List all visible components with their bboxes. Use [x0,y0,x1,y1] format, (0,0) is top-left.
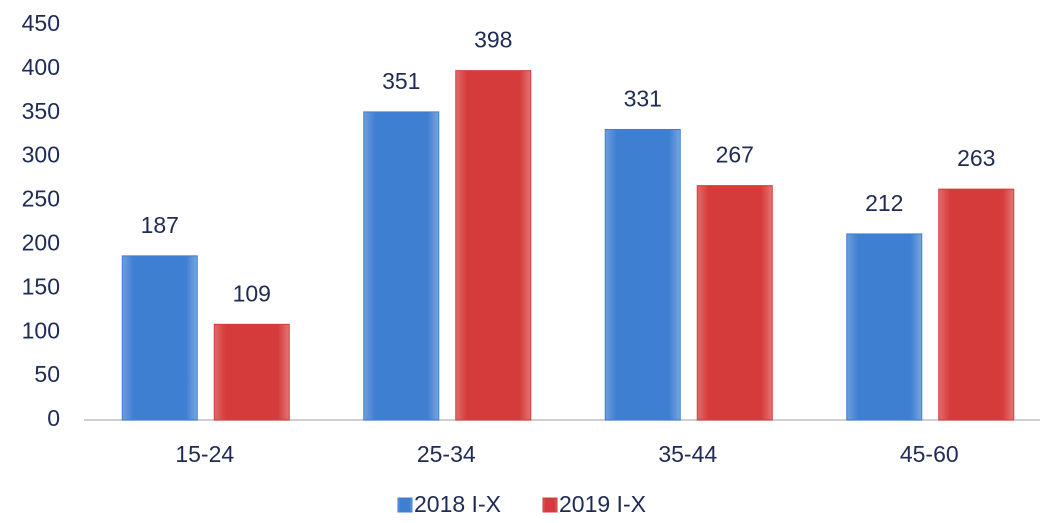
y-tick-label: 200 [22,230,60,256]
value-label: 351 [382,68,420,94]
x-tick-label: 45-60 [900,441,959,467]
y-tick-label: 400 [22,54,60,80]
bar [213,323,290,421]
value-label: 212 [865,190,903,216]
x-tick-label: 35-44 [658,441,717,467]
bar [938,188,1015,421]
value-label: 398 [474,27,512,53]
x-tick-label: 15-24 [175,441,234,467]
bar [455,70,532,421]
y-tick-label: 100 [22,317,60,343]
y-tick-label: 0 [47,405,60,431]
bar [696,185,773,421]
value-label: 187 [141,212,179,238]
bar [121,255,198,421]
y-tick-label: 300 [22,142,60,168]
y-tick-label: 350 [22,98,60,124]
value-label: 263 [957,145,995,171]
legend-label: 2019 I-X [559,491,646,517]
bar [846,233,923,421]
y-tick-label: 50 [34,361,60,387]
x-tick-label: 25-34 [417,441,476,467]
y-tick-label: 150 [22,273,60,299]
y-tick-label: 250 [22,186,60,212]
legend-label: 2018 I-X [414,491,501,517]
legend-swatch [397,497,413,513]
y-tick-label: 450 [22,10,60,36]
value-label: 109 [233,280,271,306]
bar [604,128,681,421]
legend-swatch [542,497,558,513]
bar [363,111,440,421]
value-label: 267 [716,142,754,168]
value-label: 331 [624,86,662,112]
